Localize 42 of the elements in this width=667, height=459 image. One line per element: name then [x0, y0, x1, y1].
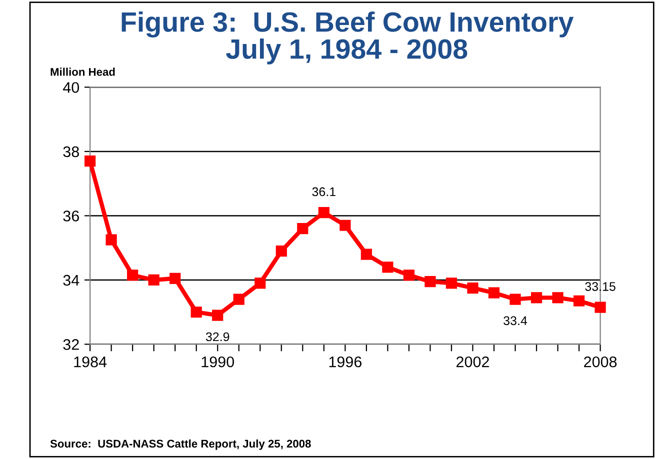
- x-tick-label: 1990: [202, 356, 234, 368]
- chart-title: Figure 3: U.S. Beef Cow Inventory July 1, 1984 - 2008: [122, 11, 574, 64]
- data-label: 33.4: [504, 316, 528, 326]
- y-tick-label: 36: [63, 210, 79, 222]
- point: [318, 206, 330, 218]
- point: [84, 156, 96, 167]
- point: [382, 262, 394, 273]
- point: [233, 294, 244, 305]
- point: [360, 248, 372, 260]
- point: [573, 295, 585, 306]
- point: [403, 270, 415, 281]
- point: [297, 223, 308, 234]
- point: [424, 276, 436, 288]
- point: [106, 234, 117, 246]
- y-tick-label: 34: [63, 274, 80, 286]
- x-tick-label: 1996: [329, 356, 362, 368]
- point: [127, 270, 138, 281]
- point: [276, 246, 287, 257]
- y-tick-label: 38: [63, 146, 79, 158]
- point: [446, 278, 458, 289]
- data-label: 33.15: [585, 282, 616, 291]
- point: [594, 302, 606, 313]
- y-axis-title: Million Head: [50, 68, 115, 76]
- point: [190, 306, 202, 318]
- point: [530, 292, 542, 304]
- source-note: Source: USDA-NASS Cattle Report, July 25, 2008: [50, 439, 311, 450]
- point: [488, 287, 500, 298]
- point: [340, 220, 351, 231]
- y-tick-label: 32: [63, 339, 79, 350]
- point: [552, 292, 564, 304]
- point: [212, 310, 224, 321]
- point: [254, 278, 266, 289]
- point: [467, 282, 478, 294]
- point: [510, 294, 521, 305]
- x-tick-label: 2008: [584, 356, 617, 368]
- y-tick-label: 40: [62, 82, 80, 93]
- x-tick-label: 1984: [74, 356, 107, 368]
- data-label: 36.1: [312, 187, 336, 196]
- x-tick-label: 2002: [456, 356, 489, 368]
- point: [148, 274, 160, 286]
- data-label: 32.9: [206, 332, 230, 342]
- point: [170, 272, 181, 284]
